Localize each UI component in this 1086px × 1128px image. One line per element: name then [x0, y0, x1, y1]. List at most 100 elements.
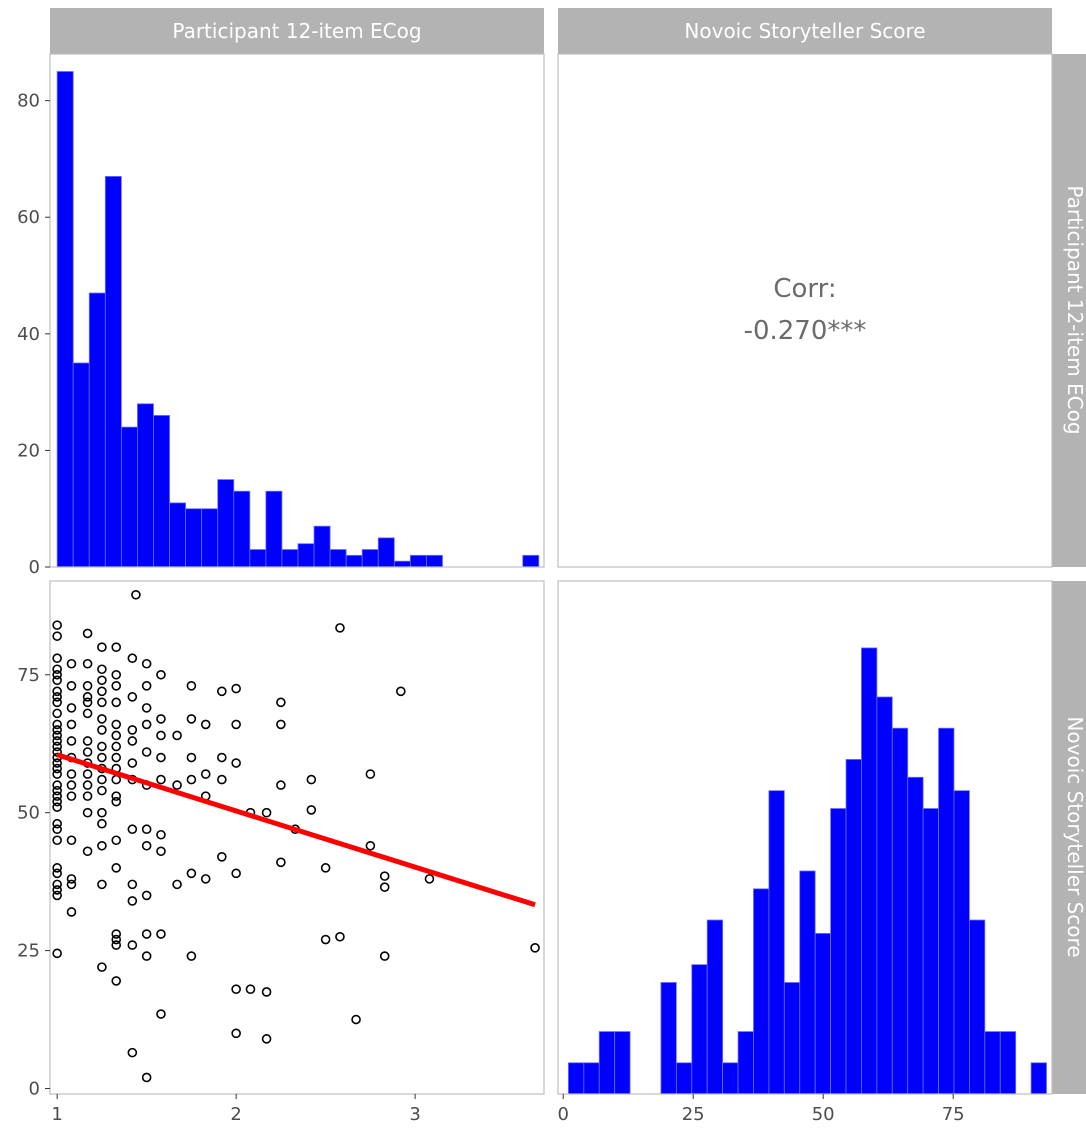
- ecog-hist-bar: [313, 525, 331, 568]
- scatter-point: [261, 1034, 272, 1044]
- scatter-point: [82, 807, 93, 818]
- scatter-point: [127, 940, 138, 950]
- storyteller-hist-bar: [922, 808, 939, 1095]
- storyteller-hist-bar: [969, 919, 986, 1095]
- scatter-point: [97, 725, 107, 735]
- scatter-point: [379, 951, 390, 961]
- scatter-point: [156, 929, 166, 939]
- scatter-point: [276, 697, 286, 708]
- scatter-point: [186, 714, 197, 724]
- scatter-point: [52, 653, 62, 664]
- storyteller-hist-bar: [753, 888, 770, 1095]
- ecog-hist-y-tick-label: 80: [17, 91, 40, 112]
- scatter-point: [127, 692, 138, 702]
- scatter-point: [97, 741, 107, 752]
- scatter-point: [82, 692, 93, 702]
- scatter-point: [365, 769, 376, 779]
- ecog-hist-bar: [377, 537, 395, 568]
- scatter-point: [217, 852, 227, 862]
- scatter-point: [52, 769, 62, 779]
- scatter-point: [379, 871, 390, 881]
- scatter-point: [97, 675, 107, 686]
- scatter-point: [217, 752, 227, 763]
- scatter-point: [97, 818, 107, 829]
- scatter-point: [127, 736, 138, 746]
- scatter-point: [97, 752, 107, 763]
- scatter-point: [231, 758, 241, 768]
- scatter-point: [66, 879, 77, 890]
- scatter-point: [66, 874, 77, 884]
- scatter-point: [66, 736, 77, 746]
- scatter-point: [261, 807, 272, 818]
- scatter-point: [111, 940, 122, 950]
- scatter-point: [52, 697, 62, 708]
- scatter-point: [52, 802, 62, 812]
- scatter-point: [97, 714, 107, 724]
- scatter-point: [97, 807, 107, 818]
- strip-right-top-label: Participant 12-item ECog: [1063, 185, 1086, 434]
- scatter-point: [186, 752, 197, 763]
- scatter-point: [365, 840, 376, 851]
- ecog-hist-y-tick-label: 40: [17, 324, 40, 345]
- storyteller-hist-bar: [891, 727, 909, 1095]
- scatter-point: [111, 642, 122, 652]
- scatter-point: [52, 818, 62, 829]
- ecog-hist-bar: [233, 490, 251, 568]
- ecog-hist-bar: [265, 490, 283, 568]
- strip-right-top: [1052, 54, 1086, 567]
- scatter-point: [97, 840, 107, 851]
- scatter-point: [127, 896, 138, 906]
- scatter-point: [156, 774, 166, 785]
- scatter-point: [276, 857, 286, 868]
- storyteller-hist-bar: [830, 808, 847, 1095]
- scatter-point: [320, 934, 331, 945]
- ecog-hist-y-tick-label: 0: [29, 557, 40, 578]
- scatter-point: [82, 780, 93, 790]
- scatter-point: [52, 692, 62, 702]
- scatter-point: [52, 948, 62, 959]
- ecog-hist-y-tick-label: 60: [17, 207, 40, 228]
- scatter-point: [111, 976, 122, 986]
- panel-border-top-right: [557, 53, 1053, 568]
- scatter-point: [52, 708, 62, 719]
- scatter-point: [231, 683, 241, 694]
- scatter-point: [172, 879, 182, 890]
- scatter-point: [186, 951, 197, 961]
- scatter-point: [424, 874, 435, 884]
- scatter-point: [231, 984, 241, 994]
- storyteller-hist-bar: [722, 1062, 739, 1095]
- scatter-point: [82, 747, 93, 757]
- scatter-point: [52, 719, 62, 730]
- scatter-point: [200, 769, 211, 779]
- scatter-point: [186, 868, 197, 879]
- scatter-point: [111, 835, 122, 846]
- storyteller-hist-x-tick-label: 75: [942, 1104, 965, 1125]
- scatter-point: [52, 686, 62, 697]
- ecog-hist-bar: [201, 508, 219, 568]
- storyteller-hist-bar: [845, 759, 862, 1095]
- scatter-point: [231, 719, 241, 730]
- scatter-y-tick-label: 75: [17, 665, 40, 686]
- scatter-point: [97, 962, 107, 972]
- scatter-point: [52, 868, 62, 879]
- scatter-point: [52, 785, 62, 796]
- scatter-point: [66, 780, 77, 790]
- scatter-point: [379, 882, 390, 892]
- ecog-hist-bar: [329, 549, 347, 568]
- scatter-point: [351, 1014, 361, 1025]
- scatter-point: [52, 890, 62, 901]
- scatter-point: [320, 863, 331, 873]
- scatter-point: [111, 934, 122, 945]
- scatter-point: [111, 929, 122, 939]
- storyteller-hist-bar: [737, 1031, 754, 1095]
- scatter-point: [172, 730, 182, 741]
- scatter-point: [141, 658, 152, 669]
- ecog-hist-bar: [137, 403, 154, 568]
- ecog-hist-bar: [281, 549, 299, 568]
- storyteller-hist-bar: [675, 1062, 693, 1095]
- storyteller-hist-bar: [953, 790, 970, 1095]
- storyteller-hist-bar: [984, 1031, 1001, 1095]
- scatter-point: [306, 805, 317, 815]
- scatter-point: [156, 730, 166, 741]
- ecog-hist-bar: [522, 554, 540, 568]
